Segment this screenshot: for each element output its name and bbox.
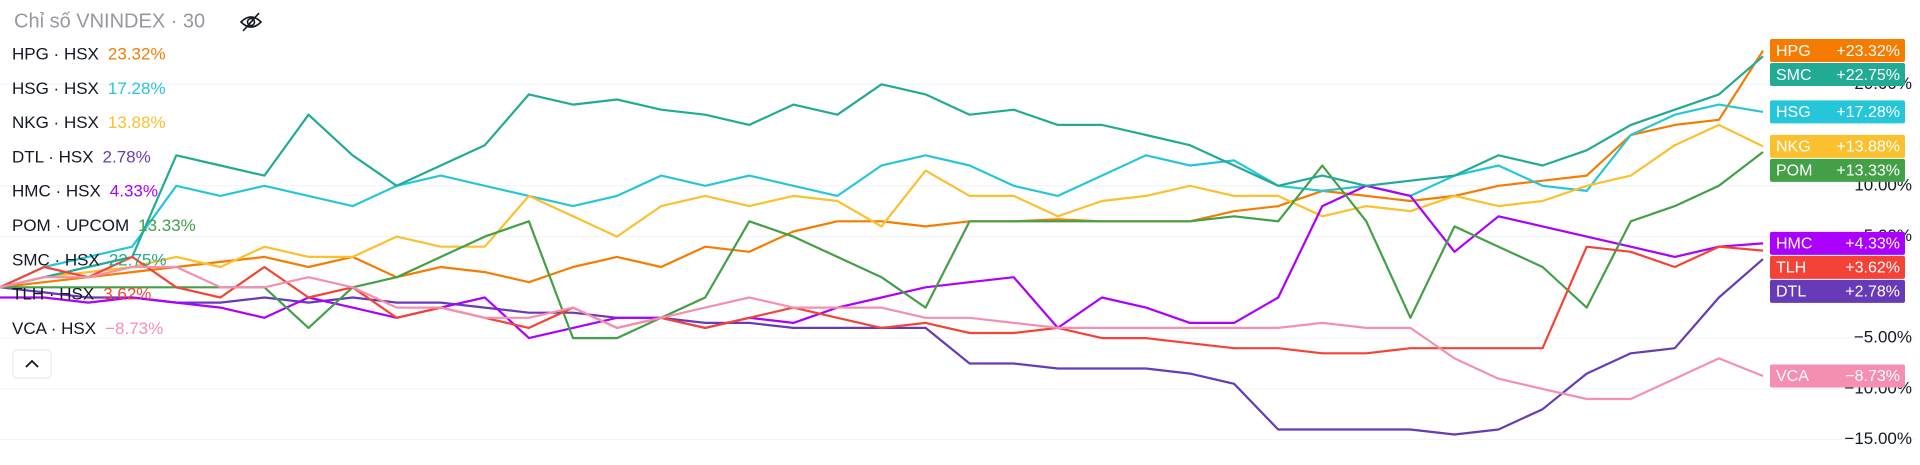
legend-name: DTL · HSX: [12, 147, 94, 166]
legend-name: NKG · HSX: [12, 113, 99, 132]
badge-bg: [1770, 63, 1905, 87]
badge-value: −8.73%: [1845, 368, 1900, 385]
series-line: [0, 50, 1764, 289]
badge-value: +2.78%: [1845, 284, 1900, 301]
badge-value: +3.62%: [1845, 260, 1900, 277]
badge-ticker: NKG: [1776, 139, 1811, 156]
series-line: [0, 123, 1764, 289]
legend-value: 4.33%: [110, 182, 158, 201]
badge-value: +22.75%: [1836, 67, 1900, 84]
legend-value: 3.62%: [103, 285, 151, 304]
badges: HPG +23.32% SMC +22.75% HSG +17.28% NKG +13.88%…: [1770, 39, 1905, 388]
series-line: [0, 151, 1764, 340]
badge-value: +23.32%: [1836, 43, 1900, 60]
y-tick-label: −15.00%: [1844, 429, 1912, 448]
badge-ticker: SMC: [1776, 67, 1812, 84]
price-badge: NKG +13.88%: [1770, 134, 1905, 158]
chart-title: Chỉ số VNINDEX · 30: [14, 10, 205, 32]
badge-ticker: HSG: [1776, 104, 1811, 121]
badge-bg: [1770, 231, 1905, 255]
legend-value: −8.73%: [105, 319, 163, 338]
badge-bg: [1770, 158, 1905, 182]
legend-item[interactable]: TLH · HSX 3.62%: [12, 285, 151, 304]
legend-value: 13.33%: [138, 216, 196, 235]
legend-value: 2.78%: [103, 147, 151, 166]
badge-ticker: POM: [1776, 163, 1812, 180]
lines: [0, 50, 1764, 436]
series-line: [0, 103, 1764, 289]
price-badge: HPG +23.32%: [1770, 39, 1905, 63]
badge-bg: [1770, 255, 1905, 279]
badge-ticker: HMC: [1776, 236, 1812, 253]
badge-ticker: VCA: [1776, 368, 1809, 385]
badge-value: +13.33%: [1836, 163, 1900, 180]
badge-bg: [1770, 100, 1905, 124]
price-badge: VCA −8.73%: [1770, 364, 1905, 388]
badge-ticker: TLH: [1776, 260, 1806, 277]
hide-icon[interactable]: [239, 12, 263, 32]
legend-value: 22.75%: [109, 250, 167, 269]
badge-ticker: DTL: [1776, 284, 1806, 301]
legend-value: 17.28%: [108, 79, 166, 98]
series-line: [0, 258, 1764, 436]
legend-item[interactable]: HPG · HSX 23.32%: [12, 44, 166, 63]
series-line: [0, 184, 1764, 340]
badge-bg: [1770, 279, 1905, 303]
legend-name: HPG · HSX: [12, 44, 99, 63]
grid: [0, 83, 1915, 441]
legend-name: TLH · HSX: [12, 285, 94, 304]
series-line: [0, 55, 1764, 289]
price-badge: HSG +17.28%: [1770, 100, 1905, 124]
badge-value: +17.28%: [1836, 104, 1900, 121]
badge-bg: [1770, 39, 1905, 63]
legend-name: POM · UPCOM: [12, 216, 129, 235]
legend-item[interactable]: POM · UPCOM 13.33%: [12, 216, 196, 235]
legend-item[interactable]: HSG · HSX 17.28%: [12, 79, 166, 98]
legend-name: SMC · HSX: [12, 250, 100, 269]
legend-item[interactable]: SMC · HSX 22.75%: [12, 250, 167, 269]
series-line: [0, 265, 1764, 401]
legend: Chỉ số VNINDEX · 30 HPG · HSX 23.32% HSG ·…: [12, 10, 263, 379]
collapse-button[interactable]: [12, 349, 52, 379]
legend-item[interactable]: HMC · HSX 4.33%: [12, 182, 158, 201]
price-badge: TLH +3.62%: [1770, 255, 1905, 279]
legend-item[interactable]: DTL · HSX 2.78%: [12, 147, 151, 166]
legend-name: HMC · HSX: [12, 182, 101, 201]
legend-name: HSG · HSX: [12, 79, 99, 98]
price-badge: SMC +22.75%: [1770, 63, 1905, 87]
badge-bg: [1770, 364, 1905, 388]
legend-value: 23.32%: [108, 44, 166, 63]
price-badge: HMC +4.33%: [1770, 231, 1905, 255]
legend-value: 13.88%: [108, 113, 166, 132]
badge-ticker: HPG: [1776, 43, 1811, 60]
legend-name: VCA · HSX: [12, 319, 96, 338]
legend-item[interactable]: VCA · HSX −8.73%: [12, 319, 163, 338]
badge-value: +13.88%: [1836, 139, 1900, 156]
series-line: [0, 245, 1764, 355]
y-tick-label: −5.00%: [1854, 328, 1912, 347]
legend-item[interactable]: NKG · HSX 13.88%: [12, 113, 166, 132]
badge-bg: [1770, 134, 1905, 158]
badge-value: +4.33%: [1845, 236, 1900, 253]
price-badge: DTL +2.78%: [1770, 279, 1905, 303]
price-badge: POM +13.33%: [1770, 158, 1905, 182]
